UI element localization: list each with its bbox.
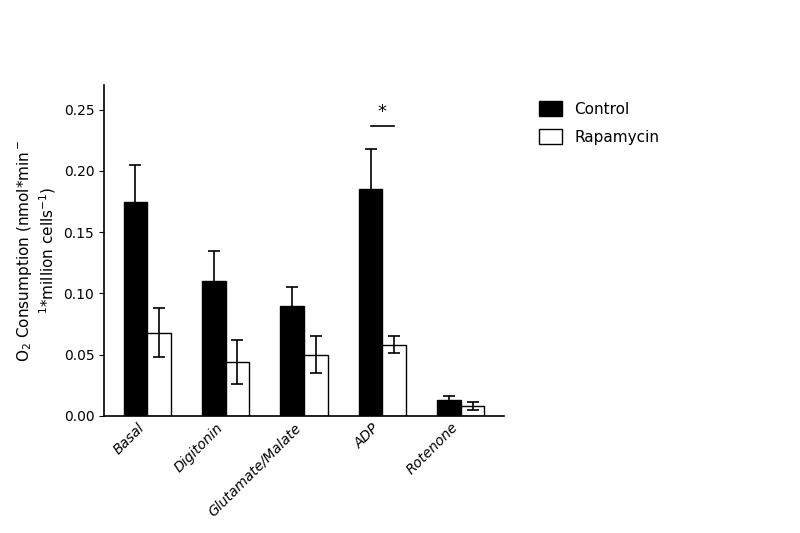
- Bar: [281, 305, 304, 416]
- Bar: [304, 354, 327, 416]
- Bar: [438, 400, 461, 416]
- Bar: [382, 345, 406, 416]
- Bar: [147, 333, 170, 416]
- Bar: [359, 189, 382, 416]
- Y-axis label: O$_2$ Consumption (nmol*min$^-$
$^1$*million cells$^{-1}$): O$_2$ Consumption (nmol*min$^-$ $^1$*mil…: [15, 139, 58, 362]
- Legend: Control, Rapamycin: Control, Rapamycin: [532, 93, 667, 152]
- Bar: [226, 362, 249, 416]
- Bar: [202, 281, 226, 416]
- Bar: [461, 406, 484, 416]
- Bar: [124, 201, 147, 416]
- Text: *: *: [378, 103, 387, 121]
